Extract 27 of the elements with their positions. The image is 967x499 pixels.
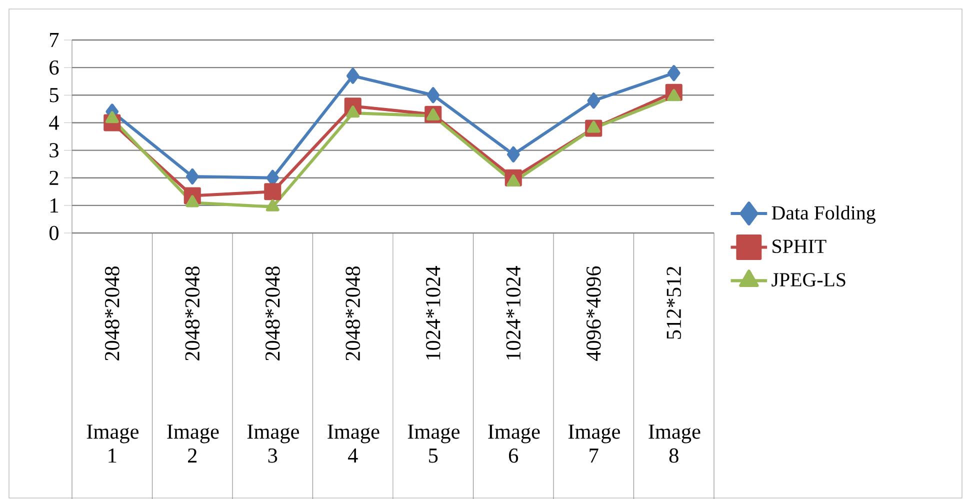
y-tick-label: 4 bbox=[49, 116, 59, 130]
text: Image 8 bbox=[648, 424, 700, 463]
x-tick-label: 1024*1024 bbox=[426, 266, 440, 360]
x-tick-label: 2048*2048 bbox=[265, 266, 280, 360]
text: Image 3 bbox=[247, 424, 299, 463]
text: Image 5 bbox=[408, 424, 460, 463]
y-tick-label: 5 bbox=[50, 88, 58, 102]
x-tick-label: 2048*2048 bbox=[185, 266, 200, 360]
x-tick-label: 2048*2048 bbox=[104, 266, 120, 360]
y-tick-label: 1 bbox=[50, 198, 58, 212]
text: Image 6 bbox=[488, 424, 540, 463]
y-tick-label: 7 bbox=[50, 32, 59, 47]
text: Image 2 bbox=[167, 424, 219, 462]
y-tick-label: 0 bbox=[49, 226, 58, 240]
y-tick-label: 3 bbox=[50, 143, 58, 158]
text: Image 4 bbox=[328, 424, 380, 462]
text: Image 1 bbox=[86, 424, 138, 462]
x-tick-label: 2048*2048 bbox=[346, 266, 360, 360]
x-tick-label: 4096*4096 bbox=[586, 266, 601, 361]
text: Image 7 bbox=[568, 424, 620, 462]
legend-label: SPHIT bbox=[772, 240, 826, 253]
legend-label: Data Folding bbox=[772, 205, 876, 224]
x-tick-label: 1024*1024 bbox=[506, 266, 521, 360]
x-tick-label: 512*512 bbox=[666, 266, 682, 339]
legend-label: JPEG-LS bbox=[772, 273, 846, 286]
y-tick-label: 6 bbox=[50, 60, 59, 75]
y-tick-label: 2 bbox=[50, 170, 58, 185]
